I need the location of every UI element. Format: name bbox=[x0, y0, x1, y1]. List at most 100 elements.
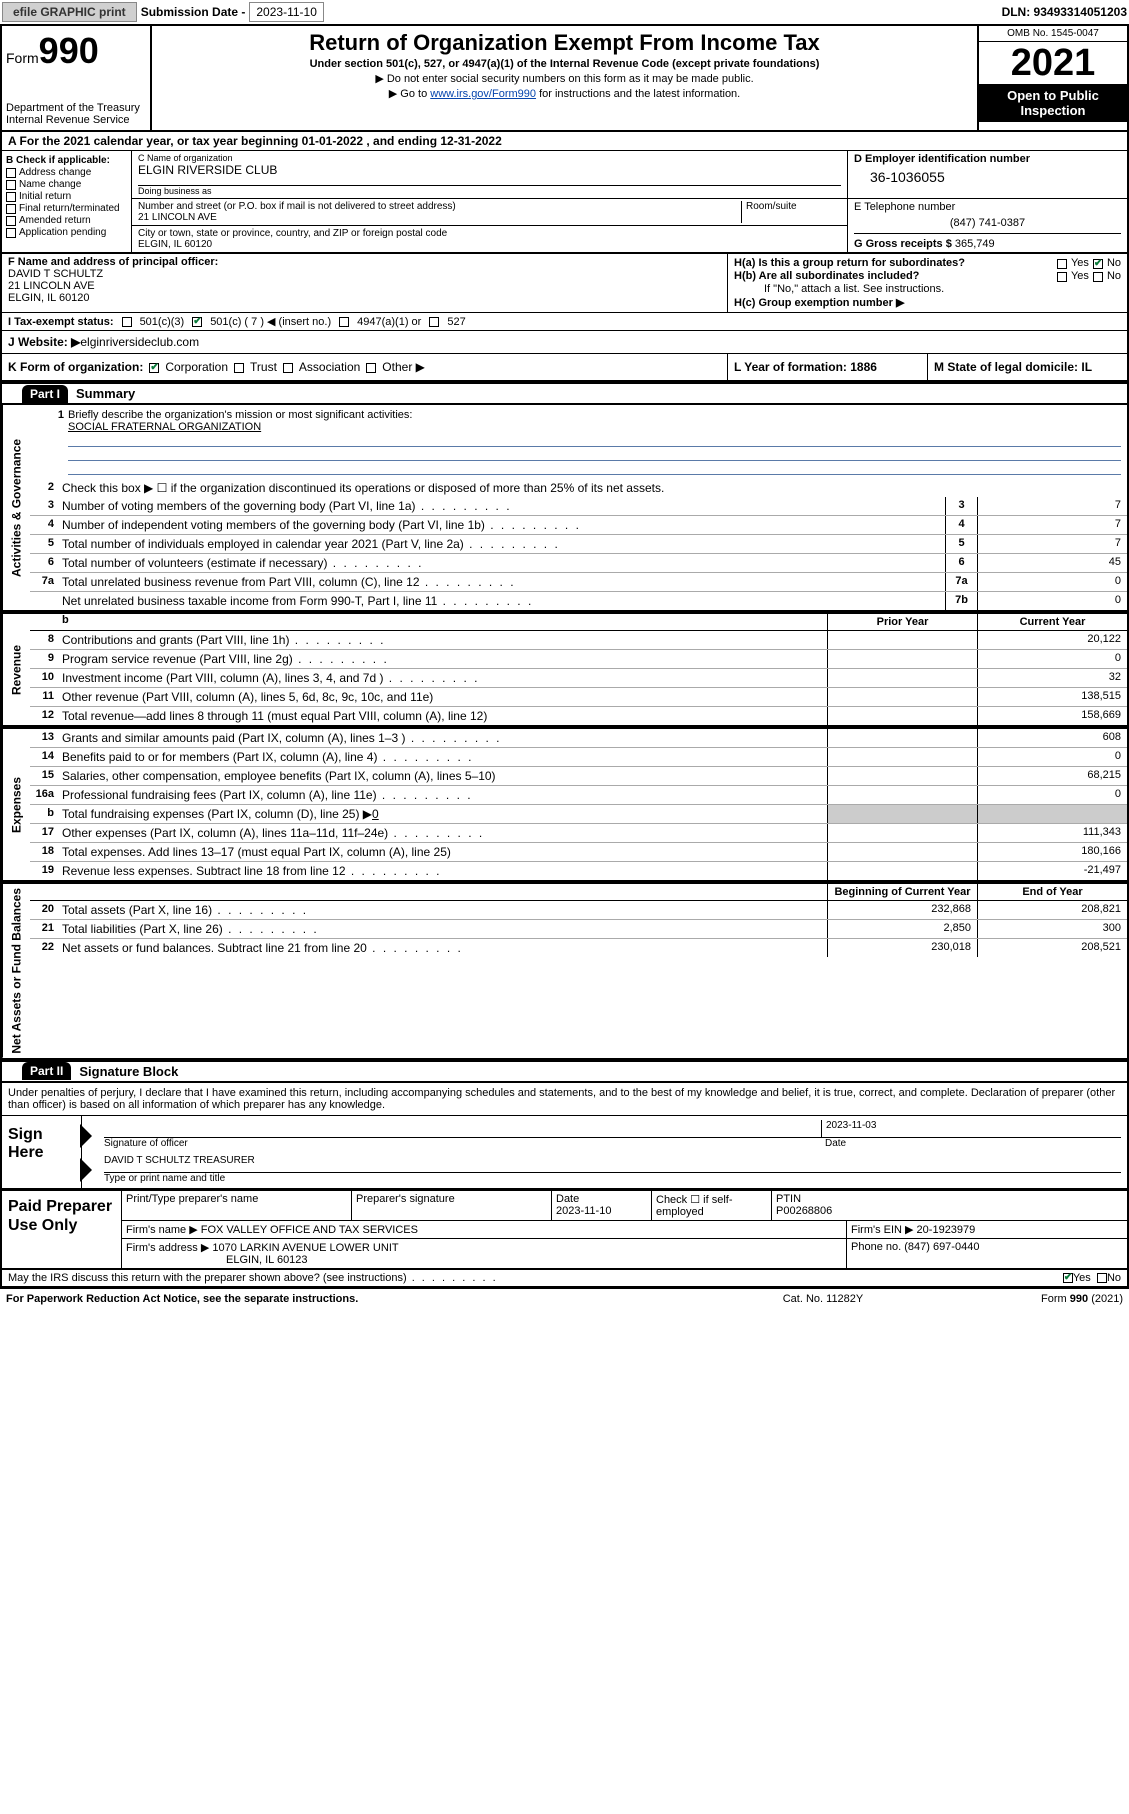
form-header: Form990 Department of the Treasury Inter… bbox=[0, 24, 1129, 132]
v9: 0 bbox=[977, 650, 1127, 668]
h-group: H(a) Is this a group return for subordin… bbox=[727, 254, 1127, 312]
open-inspection: Open to Public Inspection bbox=[979, 84, 1127, 122]
chk-amended[interactable] bbox=[6, 216, 16, 226]
v5: 7 bbox=[977, 535, 1127, 553]
sig-declaration: Under penalties of perjury, I declare th… bbox=[2, 1083, 1127, 1116]
i-4947[interactable] bbox=[339, 317, 349, 327]
section-net-assets: Net Assets or Fund Balances Beginning of… bbox=[0, 882, 1129, 1060]
row-f-h: F Name and address of principal officer:… bbox=[0, 254, 1129, 313]
prep-title: Paid Preparer Use Only bbox=[2, 1191, 122, 1268]
irs-link[interactable]: www.irs.gov/Form990 bbox=[430, 88, 536, 100]
room-suite: Room/suite bbox=[741, 201, 841, 223]
header-left: Form990 Department of the Treasury Inter… bbox=[2, 26, 152, 130]
col-b-checkboxes: B Check if applicable: Address change Na… bbox=[2, 151, 132, 252]
v15: 68,215 bbox=[977, 767, 1127, 785]
b20: 232,868 bbox=[827, 901, 977, 919]
chk-app-pending[interactable] bbox=[6, 228, 16, 238]
vtab-revenue: Revenue bbox=[2, 614, 30, 725]
i-501c[interactable] bbox=[192, 317, 202, 327]
officer-addr1: 21 LINCOLN AVE bbox=[8, 280, 95, 292]
firm-ein: Firm's EIN ▶ 20-1923979 bbox=[847, 1221, 1127, 1238]
cat-no: Cat. No. 11282Y bbox=[723, 1293, 923, 1305]
officer-name: DAVID T SCHULTZ bbox=[8, 268, 103, 280]
ein: 36-1036055 bbox=[854, 165, 1121, 185]
e22: 208,521 bbox=[977, 939, 1127, 957]
firm-phone: Phone no. (847) 697-0440 bbox=[847, 1239, 1127, 1268]
sig-date: 2023-11-03 bbox=[821, 1120, 1121, 1137]
part2-header: Part II Signature Block bbox=[0, 1060, 1129, 1083]
may-yes[interactable] bbox=[1063, 1273, 1073, 1283]
v10: 32 bbox=[977, 669, 1127, 687]
k-trust[interactable] bbox=[234, 363, 244, 373]
chk-name-change[interactable] bbox=[6, 180, 16, 190]
part1-header: Part I Summary bbox=[0, 382, 1129, 405]
vtab-governance: Activities & Governance bbox=[2, 405, 30, 610]
form-number: 990 bbox=[39, 30, 99, 71]
officer-sig-name: DAVID T SCHULTZ TREASURER bbox=[104, 1155, 1121, 1172]
i-501c3[interactable] bbox=[122, 317, 132, 327]
ha-no[interactable] bbox=[1093, 259, 1103, 269]
i-527[interactable] bbox=[429, 317, 439, 327]
e-g-box: E Telephone number (847) 741-0387 G Gros… bbox=[847, 199, 1127, 252]
dln: DLN: 93493314051203 bbox=[1002, 5, 1127, 19]
form-note2: ▶ Go to www.irs.gov/Form990 for instruct… bbox=[160, 87, 969, 100]
chk-address-change[interactable] bbox=[6, 168, 16, 178]
address-box: Number and street (or P.O. box if mail i… bbox=[132, 199, 847, 252]
efile-print-button[interactable]: efile GRAPHIC print bbox=[2, 2, 137, 22]
v12: 158,669 bbox=[977, 707, 1127, 725]
section-revenue: Revenue bPrior YearCurrent Year 8Contrib… bbox=[0, 612, 1129, 727]
chk-initial-return[interactable] bbox=[6, 192, 16, 202]
chk-final-return[interactable] bbox=[6, 204, 16, 214]
v14: 0 bbox=[977, 748, 1127, 766]
form-note1: ▶ Do not enter social security numbers o… bbox=[160, 72, 969, 85]
part1-title: Summary bbox=[68, 384, 143, 403]
v17: 111,343 bbox=[977, 824, 1127, 842]
vtab-expenses: Expenses bbox=[2, 729, 30, 880]
firm-name: Firm's name ▶ FOX VALLEY OFFICE AND TAX … bbox=[122, 1221, 847, 1238]
v19: -21,497 bbox=[977, 862, 1127, 880]
m-state: M State of legal domicile: IL bbox=[927, 354, 1127, 380]
row-j: J Website: ▶ elginriversideclub.com bbox=[0, 331, 1129, 354]
form-word: Form bbox=[6, 50, 39, 66]
part1-num: Part I bbox=[22, 385, 68, 403]
k-other[interactable] bbox=[366, 363, 376, 373]
paperwork-notice: For Paperwork Reduction Act Notice, see … bbox=[6, 1293, 723, 1305]
may-discuss-row: May the IRS discuss this return with the… bbox=[0, 1270, 1129, 1288]
form-subtitle: Under section 501(c), 527, or 4947(a)(1)… bbox=[160, 58, 969, 70]
paid-preparer: Paid Preparer Use Only Print/Type prepar… bbox=[0, 1191, 1129, 1270]
sign-here-label: Sign Here bbox=[2, 1116, 82, 1188]
header-mid: Return of Organization Exempt From Incom… bbox=[152, 26, 977, 130]
block-b-to-g: B Check if applicable: Address change Na… bbox=[0, 151, 1129, 254]
mission-text: SOCIAL FRATERNAL ORGANIZATION bbox=[68, 421, 261, 433]
row-k: K Form of organization: Corporation Trus… bbox=[0, 354, 1129, 382]
v18: 180,166 bbox=[977, 843, 1127, 861]
website: elginriversideclub.com bbox=[80, 335, 199, 349]
hb-yes[interactable] bbox=[1057, 272, 1067, 282]
v13: 608 bbox=[977, 729, 1127, 747]
part2-title: Signature Block bbox=[71, 1062, 186, 1081]
signature-block: Under penalties of perjury, I declare th… bbox=[0, 1083, 1129, 1191]
may-no[interactable] bbox=[1097, 1273, 1107, 1283]
k-corp[interactable] bbox=[149, 363, 159, 373]
street-address: 21 LINCOLN AVE bbox=[138, 212, 741, 223]
submission-date: 2023-11-10 bbox=[249, 2, 324, 22]
officer-addr2: ELGIN, IL 60120 bbox=[8, 292, 90, 304]
k-assoc[interactable] bbox=[283, 363, 293, 373]
v6: 45 bbox=[977, 554, 1127, 572]
hb-no[interactable] bbox=[1093, 272, 1103, 282]
org-name: ELGIN RIVERSIDE CLUB bbox=[138, 163, 841, 177]
v3: 7 bbox=[977, 497, 1127, 515]
part2-num: Part II bbox=[22, 1062, 71, 1080]
c-org-name-box: C Name of organization ELGIN RIVERSIDE C… bbox=[132, 151, 847, 198]
v4: 7 bbox=[977, 516, 1127, 534]
d-ein-box: D Employer identification number 36-1036… bbox=[847, 151, 1127, 198]
ha-yes[interactable] bbox=[1057, 259, 1067, 269]
omb-number: OMB No. 1545-0047 bbox=[979, 26, 1127, 42]
l-year: L Year of formation: 1886 bbox=[727, 354, 927, 380]
telephone: (847) 741-0387 bbox=[854, 213, 1121, 233]
header-right: OMB No. 1545-0047 2021 Open to Public In… bbox=[977, 26, 1127, 130]
form-ref: Form 990 (2021) bbox=[923, 1293, 1123, 1305]
v16a: 0 bbox=[977, 786, 1127, 804]
arrow-icon bbox=[80, 1158, 92, 1182]
prep-date: 2023-11-10 bbox=[556, 1205, 611, 1217]
